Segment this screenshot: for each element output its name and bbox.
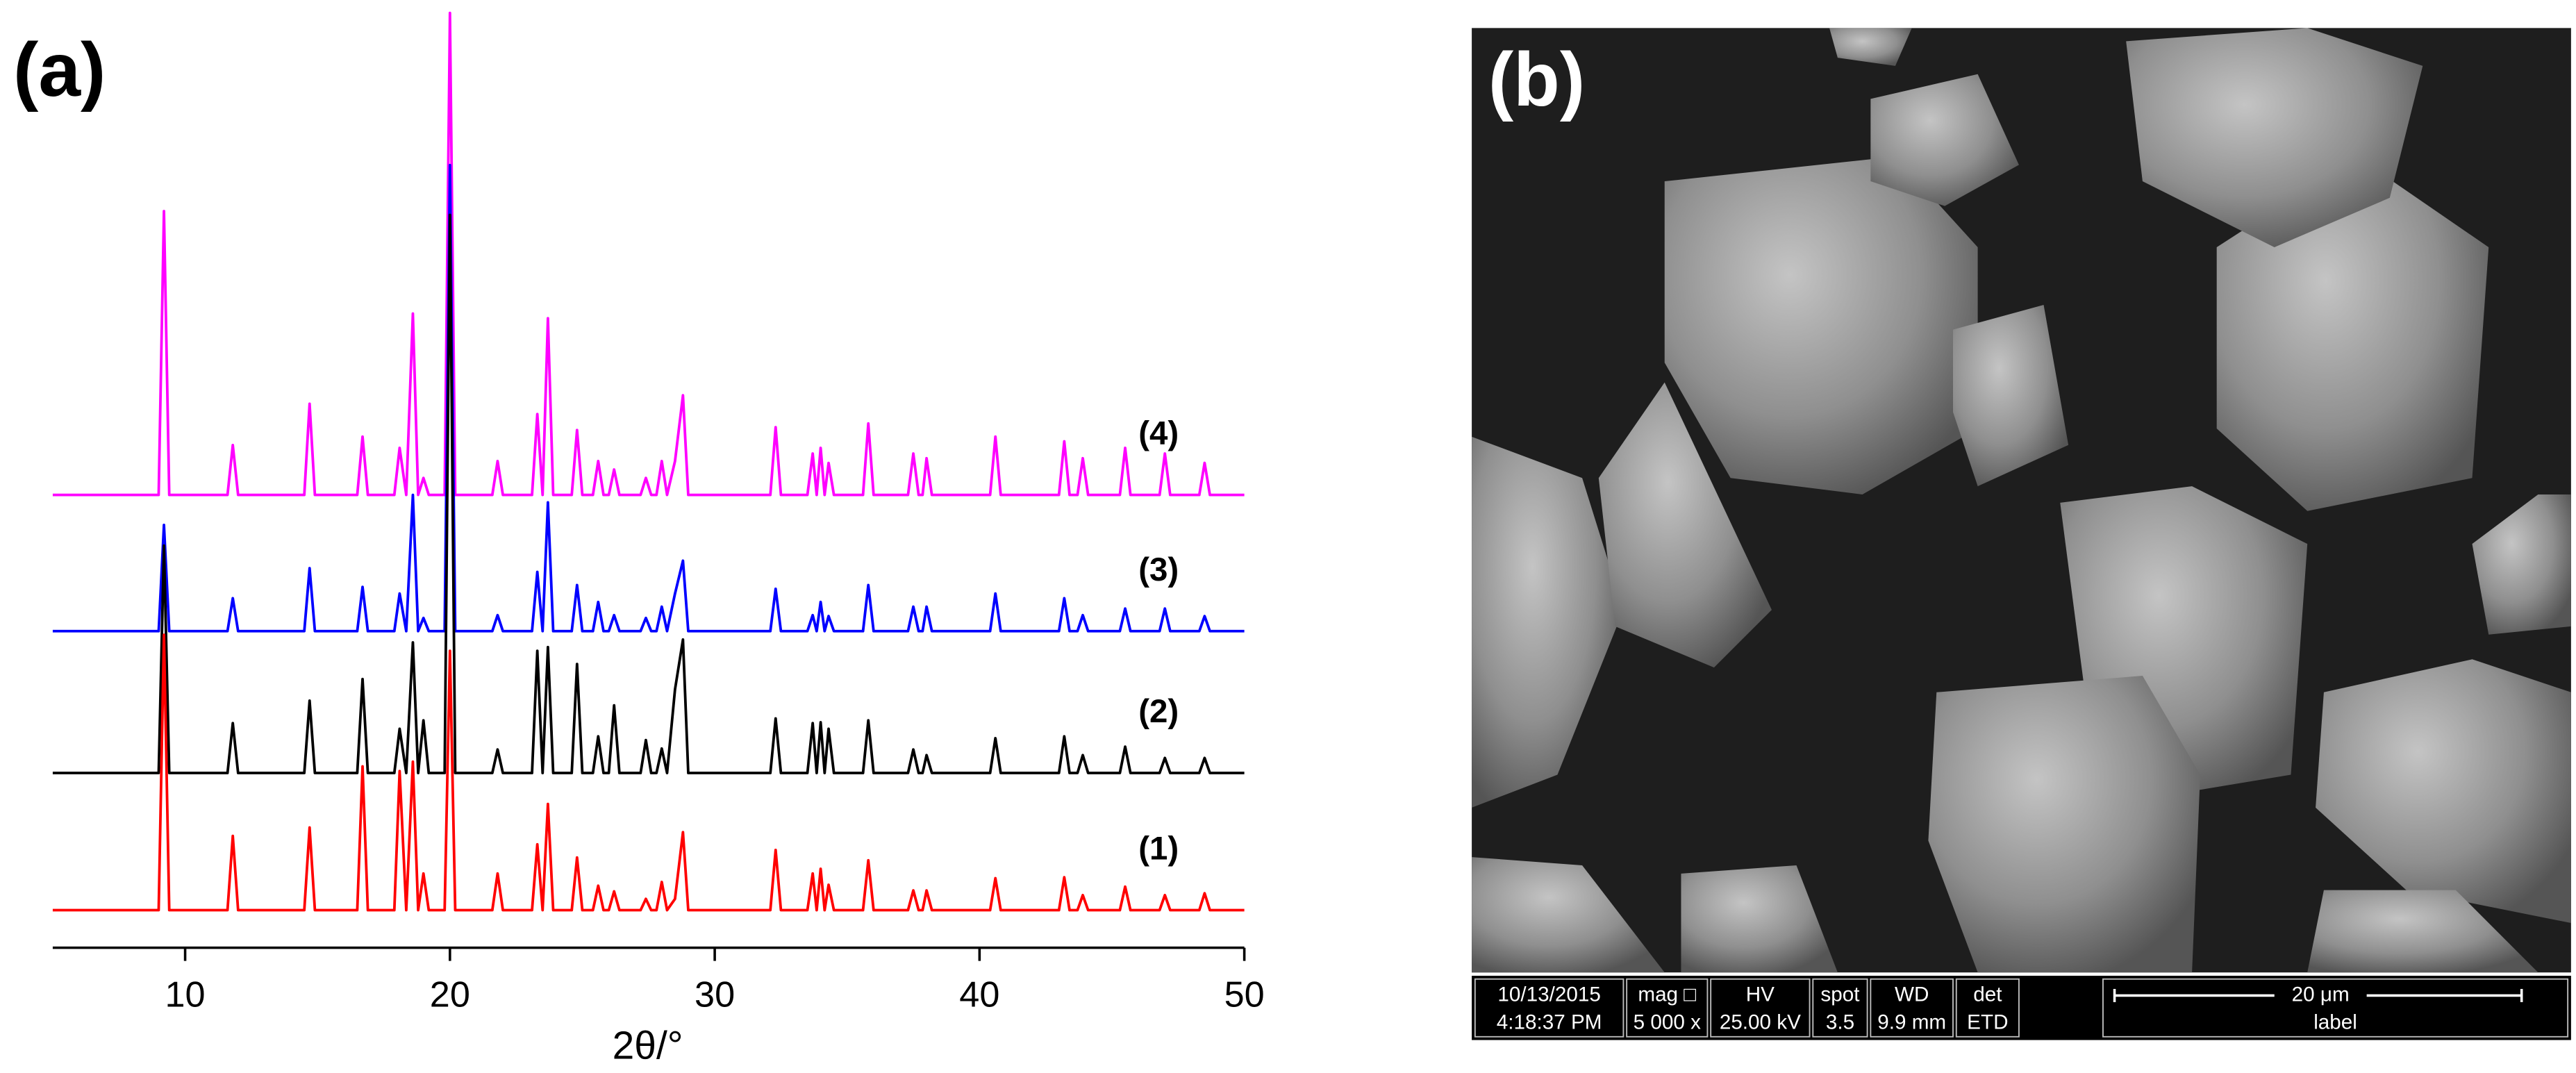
particle	[2126, 28, 2423, 247]
series-label: (4)	[1138, 415, 1179, 452]
particle	[1598, 382, 1772, 668]
particle	[1681, 865, 1838, 973]
particle	[1928, 676, 2200, 973]
x-tick-label: 30	[695, 975, 735, 1015]
databar-value: ETD	[1967, 1011, 2008, 1034]
series-label: (1)	[1138, 831, 1179, 867]
databar-cell	[1710, 978, 1811, 1038]
scale-label: 20 μm	[2292, 983, 2350, 1006]
databar-header: HV	[1746, 983, 1775, 1006]
x-tick-label: 40	[959, 975, 999, 1015]
databar	[1472, 975, 2571, 1040]
databar-header: 10/13/2015	[1497, 983, 1600, 1006]
x-tick-label: 20	[430, 975, 470, 1015]
particle	[2216, 156, 2489, 511]
particle	[1472, 857, 1665, 973]
particle	[1472, 436, 1624, 808]
xrd-line	[52, 633, 1245, 912]
scale-cell	[2102, 978, 2569, 1038]
xrd-line	[52, 163, 1245, 633]
particle	[1664, 156, 1978, 494]
xrd-line	[52, 11, 1245, 497]
databar-cell	[1870, 978, 1954, 1038]
databar-cell	[1812, 978, 1868, 1038]
databar-value: 4:18:37 PM	[1497, 1011, 1602, 1034]
series-label: (2)	[1138, 693, 1179, 730]
databar-value: 25.00 kV	[1720, 1011, 1801, 1034]
databar-header: spot	[1820, 983, 1860, 1006]
panel-label: (b)	[1488, 38, 1585, 122]
particle	[2316, 659, 2571, 924]
x-axis-title: 2θ/°	[613, 1023, 683, 1067]
scale-caption: label	[2313, 1011, 2357, 1034]
sem-image: (b) 10/13/2015 4:18:37 PM mag □ 5 000 x HV 25…	[1472, 28, 2571, 1040]
x-tick-label: 10	[165, 975, 206, 1015]
databar-value: 9.9 mm	[1877, 1011, 1946, 1034]
databar-header: WD	[1895, 983, 1929, 1006]
particle	[1829, 28, 1912, 66]
panel-label: (a)	[13, 28, 106, 113]
series-label: (3)	[1138, 551, 1179, 588]
particle	[1953, 305, 2069, 487]
databar-cell	[1626, 978, 1709, 1038]
databar-cell	[1955, 978, 2020, 1038]
particle	[1870, 74, 2019, 206]
databar-header: det	[1973, 983, 2002, 1006]
xrd-line	[52, 213, 1245, 774]
x-tick-label: 50	[1224, 975, 1265, 1015]
particle	[2307, 890, 2538, 973]
particle	[2472, 494, 2571, 635]
databar-header: mag □	[1638, 983, 1696, 1006]
databar-cell	[1474, 978, 1624, 1038]
scale-label-bg	[2274, 983, 2367, 1008]
databar-value: 5 000 x	[1634, 1011, 1701, 1034]
databar-value: 3.5	[1826, 1011, 1854, 1034]
